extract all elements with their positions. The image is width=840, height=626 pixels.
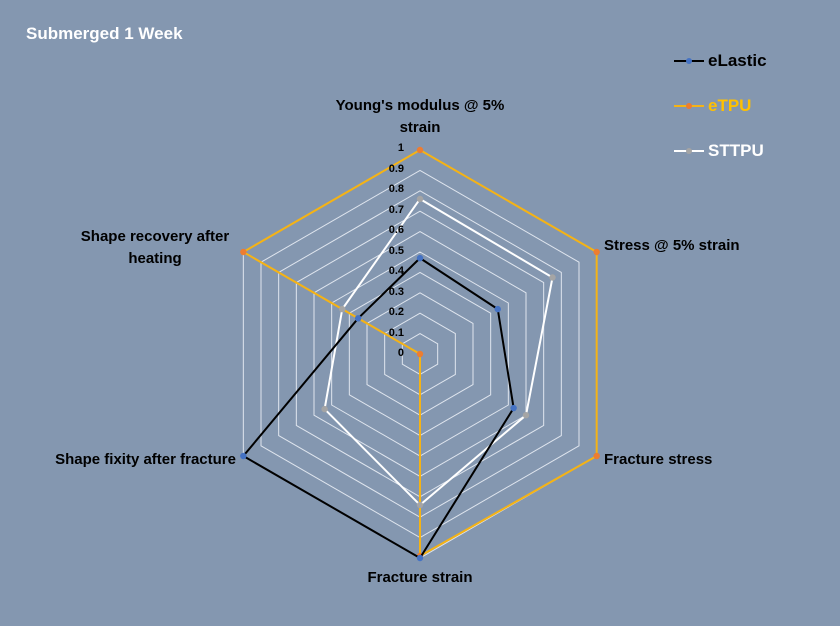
data-point-elastic-5	[354, 315, 362, 322]
legend-swatch-etpu	[674, 103, 704, 109]
data-point-sttpu-4	[321, 405, 328, 413]
data-point-elastic-4	[240, 452, 247, 460]
axis-label-fracture-strain: Fracture strain	[290, 567, 550, 589]
data-point-elastic-0	[416, 254, 424, 262]
data-point-etpu-2	[593, 452, 600, 460]
tick-label-1: 1	[397, 142, 404, 154]
tick-label-0.5: 0.5	[388, 245, 404, 257]
tick-label-0.7: 0.7	[388, 204, 404, 216]
axis-label-fracture-stress-line-1: Fracture stress	[604, 451, 713, 468]
legend-label-sttpu: STTPU	[708, 141, 764, 160]
axis-label-youngs-modulus-line-1: Young's modulus @ 5%	[335, 97, 505, 114]
axis-label-shape-fixity: Shape fixity after fracture	[20, 449, 236, 471]
tick-label-0.9: 0.9	[388, 163, 404, 175]
legend-entry-sttpu: STTPU	[672, 141, 764, 161]
axis-label-shape-recovery-line-2: heating	[128, 250, 182, 267]
axis-label-youngs-modulus: Young's modulus @ 5% strain	[280, 95, 560, 139]
tick-label-0: 0	[397, 347, 404, 359]
axis-label-stress: Stress @ 5% strain	[604, 235, 740, 257]
data-point-etpu-0	[416, 146, 424, 154]
data-point-elastic-1	[494, 305, 501, 313]
tick-label-0.4: 0.4	[388, 265, 404, 277]
data-point-sttpu-5	[339, 305, 346, 313]
data-point-etpu-4	[416, 350, 424, 358]
axis-label-shape-fixity-line-1: Shape fixity after fracture	[55, 451, 236, 468]
axis-label-shape-recovery-line-1: Shape recovery after	[80, 228, 230, 245]
legend-swatch-sttpu	[674, 148, 704, 154]
axis-label-shape-recovery: Shape recovery after heating	[40, 226, 270, 270]
axis-label-youngs-modulus-line-2: strain	[399, 119, 441, 136]
chart-title: Submerged 1 Week	[26, 24, 183, 43]
data-point-etpu-5	[240, 248, 247, 256]
legend-swatch-elastic	[674, 58, 704, 64]
tick-label-0.1: 0.1	[388, 327, 404, 339]
data-point-sttpu-1	[549, 274, 556, 281]
series-layer	[240, 146, 600, 562]
legend-entry-elastic: eLastic	[672, 51, 767, 71]
legend-label-elastic: eLastic	[708, 51, 767, 70]
tick-label-0.8: 0.8	[388, 183, 404, 195]
axis-label-fracture-strain-line-1: Fracture strain	[367, 569, 473, 586]
legend-entry-etpu: eTPU	[672, 96, 751, 116]
data-point-sttpu-2	[522, 412, 530, 419]
data-point-sttpu-3	[416, 501, 424, 509]
axis-label-fracture-stress: Fracture stress	[604, 449, 712, 471]
data-point-elastic-3	[416, 554, 424, 562]
tick-label-0.6: 0.6	[388, 224, 404, 236]
legend-label-etpu: eTPU	[708, 96, 752, 115]
data-point-etpu-1	[593, 248, 600, 256]
data-point-elastic-2	[510, 404, 517, 412]
data-point-sttpu-0	[416, 195, 424, 203]
tick-label-0.3: 0.3	[388, 286, 404, 298]
axis-label-stress-line-1: Stress @ 5% strain	[604, 237, 740, 254]
series-line-sttpu	[323, 197, 554, 506]
tick-label-0.2: 0.2	[388, 306, 404, 318]
